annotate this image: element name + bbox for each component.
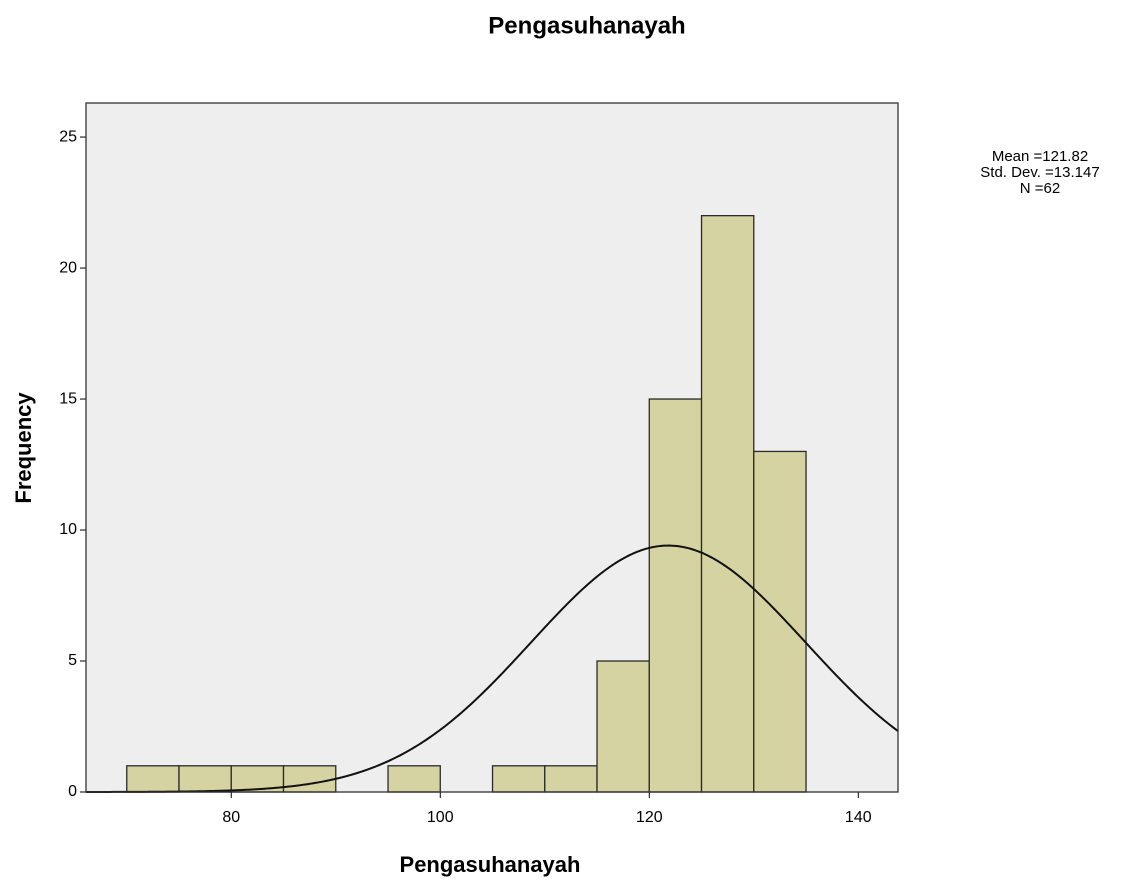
x-tick-label: 120 (636, 809, 663, 826)
chart-title: Pengasuhanayah (488, 12, 685, 39)
bar (702, 216, 754, 792)
bar (545, 766, 597, 792)
bar (127, 766, 179, 792)
stat-annotation: Mean =121.82 (992, 148, 1088, 165)
stat-annotation: Std. Dev. =13.147 (980, 164, 1099, 181)
bar (649, 399, 701, 792)
x-tick-label: 80 (222, 809, 240, 826)
y-tick-label: 25 (59, 128, 77, 145)
y-tick-label: 10 (59, 521, 77, 538)
x-tick-label: 100 (427, 809, 454, 826)
chart: Pengasuhanayah Pengasuhanayah Frequency … (0, 0, 1133, 888)
stat-annotation: N =62 (1020, 180, 1060, 197)
y-tick-label: 5 (68, 652, 77, 669)
y-axis-label: Frequency (11, 392, 36, 504)
bar (597, 661, 649, 792)
bar (284, 766, 336, 792)
y-tick-label: 0 (68, 783, 77, 800)
x-tick-label: 140 (845, 809, 872, 826)
y-tick-label: 20 (59, 259, 77, 276)
x-axis-label: Pengasuhanayah (400, 852, 581, 877)
bar (179, 766, 231, 792)
y-tick-label: 15 (59, 390, 77, 407)
bar (493, 766, 545, 792)
bar (388, 766, 440, 792)
bar (754, 451, 806, 792)
